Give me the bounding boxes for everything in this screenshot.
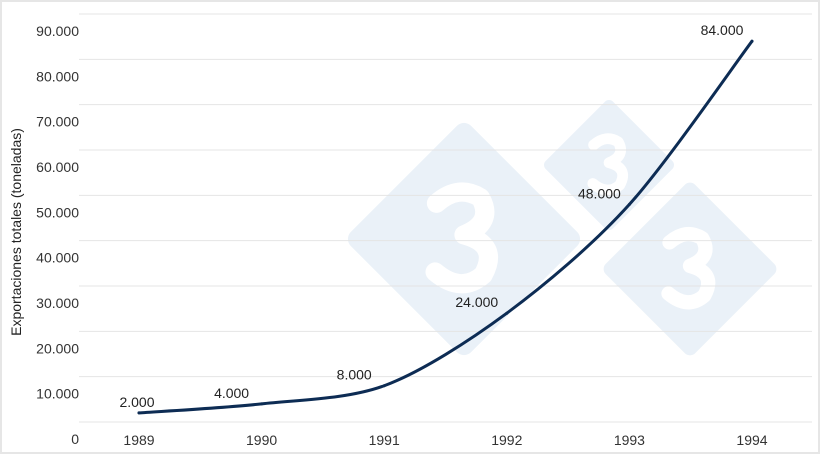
data-label: 24.000 bbox=[455, 294, 498, 310]
x-tick-label: 1990 bbox=[246, 432, 277, 448]
y-tick-label: 50.000 bbox=[36, 204, 79, 220]
data-point bbox=[260, 402, 264, 406]
y-tick-label: 80.000 bbox=[36, 68, 79, 84]
watermark-glyph-icon bbox=[661, 226, 716, 310]
watermark-glyph-icon bbox=[425, 182, 498, 294]
gridlines bbox=[79, 13, 812, 423]
x-tick-label: 1994 bbox=[736, 432, 767, 448]
data-point bbox=[137, 411, 141, 415]
data-label: 48.000 bbox=[578, 185, 621, 201]
y-tick-label: 40.000 bbox=[36, 250, 79, 266]
data-label: 4.000 bbox=[214, 385, 249, 401]
y-tick-label: 60.000 bbox=[36, 159, 79, 175]
y-tick-label: 90.000 bbox=[36, 23, 79, 39]
y-axis-ticks: 0 10.000 20.000 30.000 40.000 50.000 60.000 70.… bbox=[36, 23, 79, 447]
watermark-glyph-icon bbox=[587, 133, 628, 196]
y-tick-label: 0 bbox=[71, 431, 79, 447]
data-label: 84.000 bbox=[701, 22, 744, 38]
y-tick-label: 70.000 bbox=[36, 114, 79, 130]
data-point bbox=[627, 202, 631, 206]
y-tick-label: 30.000 bbox=[36, 295, 79, 311]
series-line bbox=[137, 39, 754, 415]
x-tick-label: 1992 bbox=[491, 432, 522, 448]
x-tick-label: 1989 bbox=[123, 432, 154, 448]
y-tick-label: 20.000 bbox=[36, 340, 79, 356]
watermark-logo bbox=[347, 100, 777, 356]
data-point bbox=[382, 384, 386, 388]
x-tick-label: 1993 bbox=[614, 432, 645, 448]
data-point bbox=[505, 311, 509, 315]
y-axis-label: Exportaciones totales (toneladas) bbox=[8, 128, 24, 336]
x-axis-ticks: 1989 1990 1991 1992 1993 1994 bbox=[123, 432, 767, 448]
x-tick-label: 1991 bbox=[369, 432, 400, 448]
data-label: 2.000 bbox=[119, 394, 154, 410]
data-labels: 2.000 4.000 8.000 24.000 48.000 84.000 bbox=[119, 22, 754, 415]
y-tick-label: 10.000 bbox=[36, 386, 79, 402]
data-label: 8.000 bbox=[337, 367, 372, 383]
data-point bbox=[750, 39, 754, 43]
